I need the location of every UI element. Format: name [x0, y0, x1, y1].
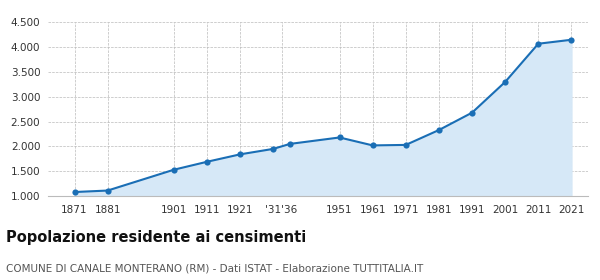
- Text: Popolazione residente ai censimenti: Popolazione residente ai censimenti: [6, 230, 306, 245]
- Point: [169, 167, 179, 172]
- Point: [103, 188, 112, 193]
- Point: [202, 160, 212, 164]
- Point: [268, 147, 278, 151]
- Point: [335, 135, 344, 140]
- Point: [285, 142, 295, 146]
- Point: [566, 38, 576, 42]
- Point: [533, 41, 543, 46]
- Point: [500, 80, 510, 84]
- Text: COMUNE DI CANALE MONTERANO (RM) - Dati ISTAT - Elaborazione TUTTITALIA.IT: COMUNE DI CANALE MONTERANO (RM) - Dati I…: [6, 263, 423, 273]
- Point: [368, 143, 377, 148]
- Point: [70, 190, 79, 194]
- Point: [401, 143, 410, 147]
- Point: [434, 128, 444, 132]
- Point: [467, 110, 477, 115]
- Point: [235, 152, 245, 157]
